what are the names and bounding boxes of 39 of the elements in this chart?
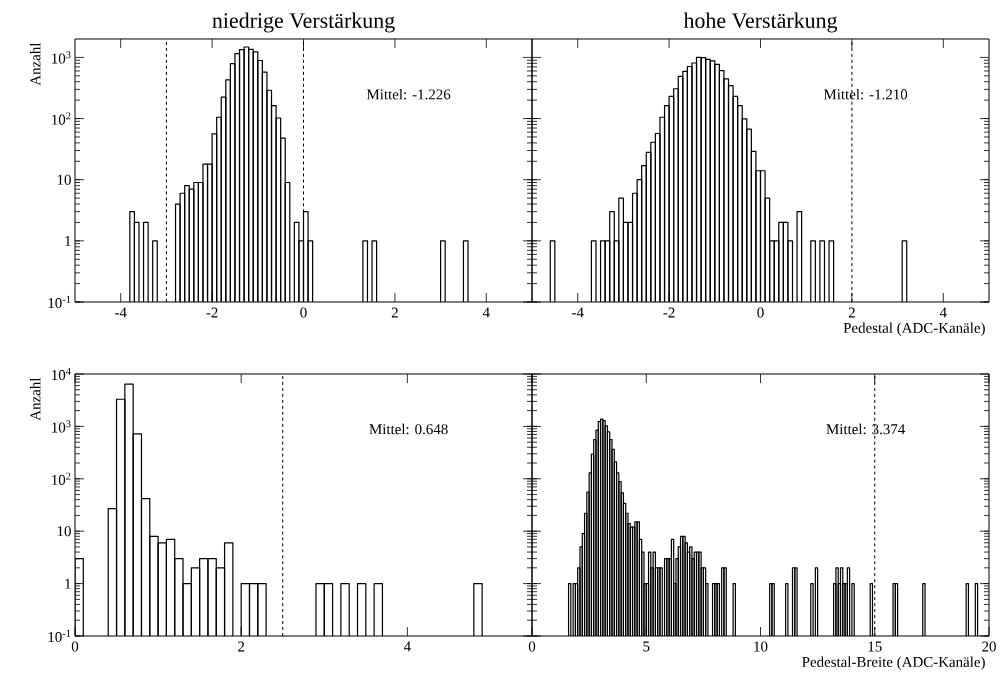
x-tick-label: 10 (754, 641, 768, 652)
chart-title: niedrige Verstärkung (212, 12, 395, 33)
y-tick-label: 10$^{-1}$ (48, 629, 71, 643)
x-tick-label: 2 (391, 307, 398, 318)
x-tick-label: 0 (528, 641, 536, 652)
x-tick-label: 5 (643, 641, 650, 652)
x-tick-label: -4 (572, 307, 584, 318)
annotation: Mittel: 3.374 (826, 423, 906, 435)
x-tick-label: 0 (300, 307, 307, 318)
x-tick-label: 2 (238, 641, 245, 652)
y-tick-label: 1 (65, 578, 71, 589)
y-tick-label: 10$^{2}$ (52, 472, 71, 485)
annotation: Mittel: -1.226 (366, 88, 451, 100)
x-tick-label: 0 (757, 307, 764, 318)
y-tick-label: 10$^{3}$ (52, 420, 71, 433)
y-tick-label: 10$^{4}$ (52, 367, 71, 381)
annotation: Mittel: -1.210 (823, 88, 908, 100)
annotation: Mittel: 0.648 (369, 423, 448, 435)
x-tick-label: -4 (115, 307, 127, 318)
x-tick-label: -2 (206, 307, 218, 318)
x-tick-label: 20 (982, 641, 996, 652)
x-tick-label: 4 (482, 307, 490, 318)
y-tick-label: 1 (65, 235, 71, 246)
x-axis-title: Pedestal-Breite (ADC-Kanäle) (802, 656, 985, 670)
x-axis-title: Pedestal (ADC-Kanäle) (843, 322, 985, 336)
y-axis-title: Anzahl (29, 377, 41, 421)
x-tick-label: 4 (939, 307, 947, 318)
chart-title: hohe Verstärkung (683, 12, 838, 33)
x-tick-label: 4 (403, 641, 411, 652)
y-tick-label: 10$^{3}$ (52, 51, 71, 64)
y-tick-label: 10$^{-1}$ (48, 295, 71, 309)
y-tick-label: 10 (57, 174, 71, 185)
x-tick-label: 0 (71, 641, 79, 652)
x-tick-label: 15 (868, 641, 882, 652)
x-tick-label: -2 (663, 307, 675, 318)
y-axis-title: Anzahl (29, 42, 41, 86)
x-tick-label: 2 (848, 307, 855, 318)
y-tick-label: 10$^{2}$ (52, 112, 71, 125)
y-tick-label: 10 (57, 526, 71, 537)
